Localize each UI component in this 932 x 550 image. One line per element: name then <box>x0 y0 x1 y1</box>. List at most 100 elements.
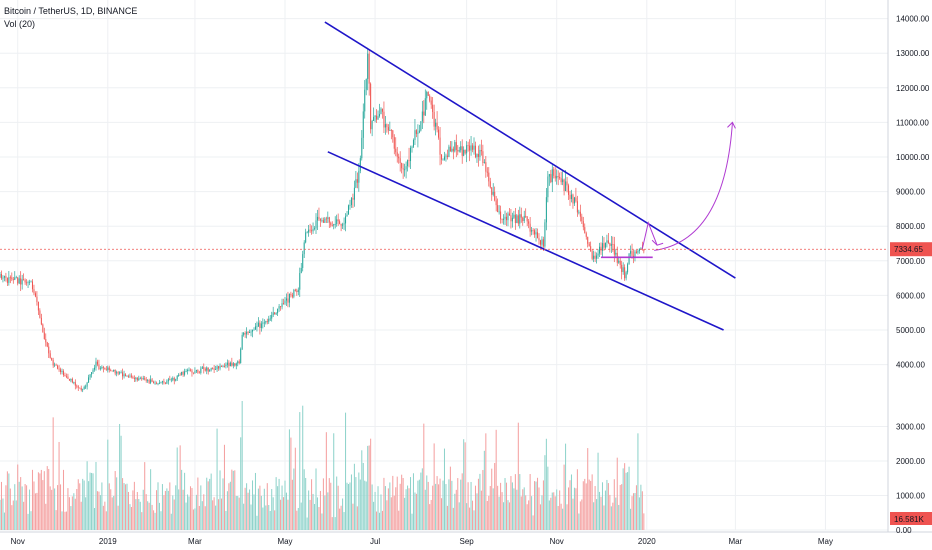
candle-body <box>362 111 364 138</box>
candle-body <box>390 130 392 131</box>
volume-bar <box>17 464 19 530</box>
volume-bar <box>489 486 491 530</box>
candle-body <box>29 281 31 283</box>
candle-body <box>132 376 134 379</box>
volume-bar <box>96 491 98 530</box>
volume-bar <box>139 501 141 530</box>
volume-bar <box>548 500 550 530</box>
volume-bar <box>132 490 134 530</box>
candle-body <box>597 253 599 256</box>
volume-bar <box>412 473 414 530</box>
candle-body <box>39 310 41 318</box>
candle-body <box>158 382 160 384</box>
candle-body <box>305 232 307 243</box>
candle-body <box>643 249 645 252</box>
candle-body <box>627 264 629 273</box>
candle-body <box>553 169 555 176</box>
candle-body <box>352 198 354 200</box>
candle-body <box>40 317 42 325</box>
volume-bar <box>220 498 223 530</box>
volume-bar <box>411 513 413 530</box>
candle-body <box>448 146 450 157</box>
candle-body <box>542 239 544 247</box>
candle-body <box>88 377 90 383</box>
candle-body <box>568 185 570 195</box>
candle-body <box>266 321 268 323</box>
candle-body <box>503 218 505 220</box>
projection-arrow[interactable] <box>641 221 658 249</box>
volume-bar <box>448 479 450 530</box>
candle-body <box>312 228 314 232</box>
candle-body <box>418 130 420 133</box>
volume-bar <box>60 484 62 530</box>
candle-body <box>575 197 577 202</box>
candle-body <box>201 367 203 369</box>
volume-bar <box>99 495 101 530</box>
volume-bar <box>370 438 372 530</box>
candle-body <box>566 181 568 186</box>
candle-body <box>398 156 400 159</box>
volume-bar <box>173 499 175 530</box>
volume-bar <box>266 483 268 530</box>
volume-bar <box>588 479 590 530</box>
volume-bar <box>638 497 640 530</box>
candle-body <box>107 367 109 371</box>
volume-bar <box>401 474 403 530</box>
candle-body <box>269 318 271 320</box>
volume-bar <box>262 507 264 530</box>
volume-bar <box>349 482 351 530</box>
volume-bars <box>0 400 645 530</box>
candle-body <box>436 122 438 130</box>
volume-bar <box>204 506 206 530</box>
volume-bar <box>362 462 364 530</box>
candle-body <box>293 289 295 297</box>
volume-bar <box>42 480 44 530</box>
volume-bar <box>333 433 335 530</box>
volume-bar <box>566 504 568 530</box>
candle-body <box>80 387 82 391</box>
volume-bar <box>340 505 342 530</box>
candle-body <box>21 279 23 285</box>
volume-bar <box>201 501 203 530</box>
candle-body <box>371 120 373 130</box>
volume-bar <box>483 450 485 530</box>
trend-line[interactable] <box>324 21 736 279</box>
candle-body <box>441 154 443 160</box>
volume-bar <box>0 499 1 530</box>
candle-body <box>285 298 287 301</box>
volume-bar <box>127 491 129 530</box>
candle-body <box>314 228 316 230</box>
trend-line[interactable] <box>327 151 724 331</box>
volume-value-label: 16.581K <box>894 515 924 524</box>
volume-bar <box>2 498 4 530</box>
candle-body <box>480 150 482 152</box>
projection-curve[interactable] <box>654 122 733 251</box>
candle-body <box>339 221 341 224</box>
candle-body <box>562 179 564 183</box>
candle-body <box>482 151 484 163</box>
volume-bar <box>272 497 274 530</box>
volume-bar <box>49 486 51 530</box>
candle-body <box>319 219 321 221</box>
volume-bar <box>482 470 484 530</box>
volume-bar <box>232 470 234 530</box>
volume-bar <box>491 468 493 530</box>
volume-bar <box>606 479 608 530</box>
candle-body <box>204 368 206 371</box>
volume-bar <box>429 504 431 530</box>
volume-bar <box>544 455 546 530</box>
volume-bar <box>157 482 159 530</box>
candle-body <box>280 306 282 308</box>
candle-body <box>458 150 460 152</box>
candle-body <box>445 155 447 157</box>
volume-bar <box>76 488 78 530</box>
volume-bar <box>271 489 273 530</box>
x-tick-label: May <box>277 537 292 546</box>
candle-body <box>570 194 572 200</box>
candle-body <box>630 251 632 254</box>
candle-body <box>284 300 286 304</box>
drawings[interactable] <box>0 21 888 331</box>
volume-bar <box>534 481 536 530</box>
candle-body <box>58 368 60 370</box>
